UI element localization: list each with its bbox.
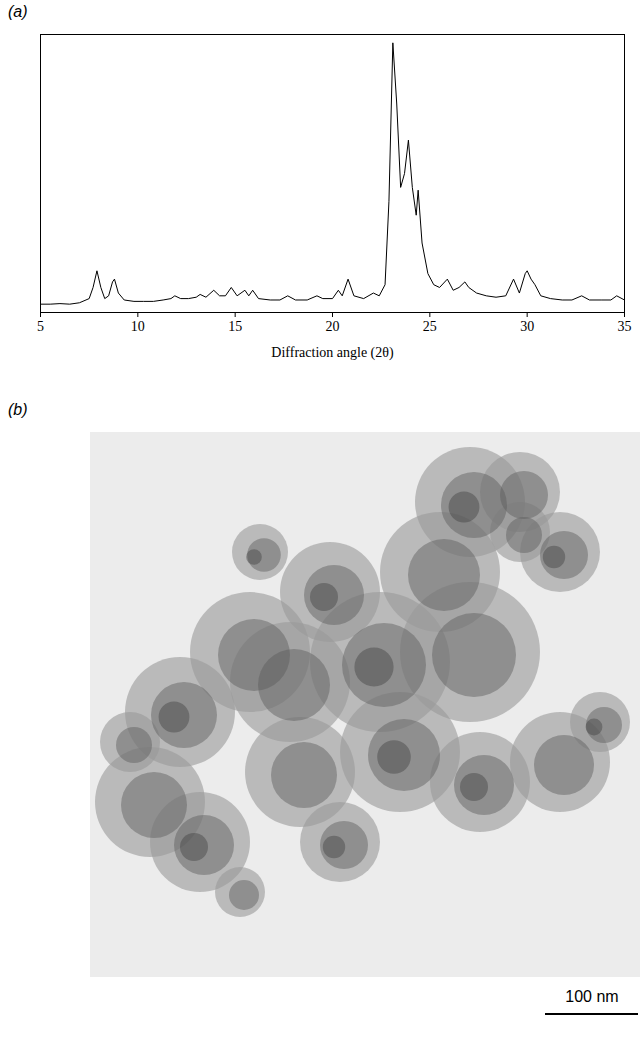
html-text:(b): (b) [8,401,28,418]
svg-text:20: 20 [326,319,340,334]
svg-text:15: 15 [228,319,242,334]
svg-text:5: 5 [37,319,44,334]
svg-text:100 nm: 100 nm [565,988,618,1005]
svg-text:25: 25 [423,319,437,334]
svg-text:30: 30 [520,319,534,334]
svg-text:10: 10 [131,319,145,334]
svg-text:Diffraction angle (2θ): Diffraction angle (2θ) [271,345,394,361]
html-text:(a): (a) [8,3,28,20]
svg-text:35: 35 [618,319,632,334]
